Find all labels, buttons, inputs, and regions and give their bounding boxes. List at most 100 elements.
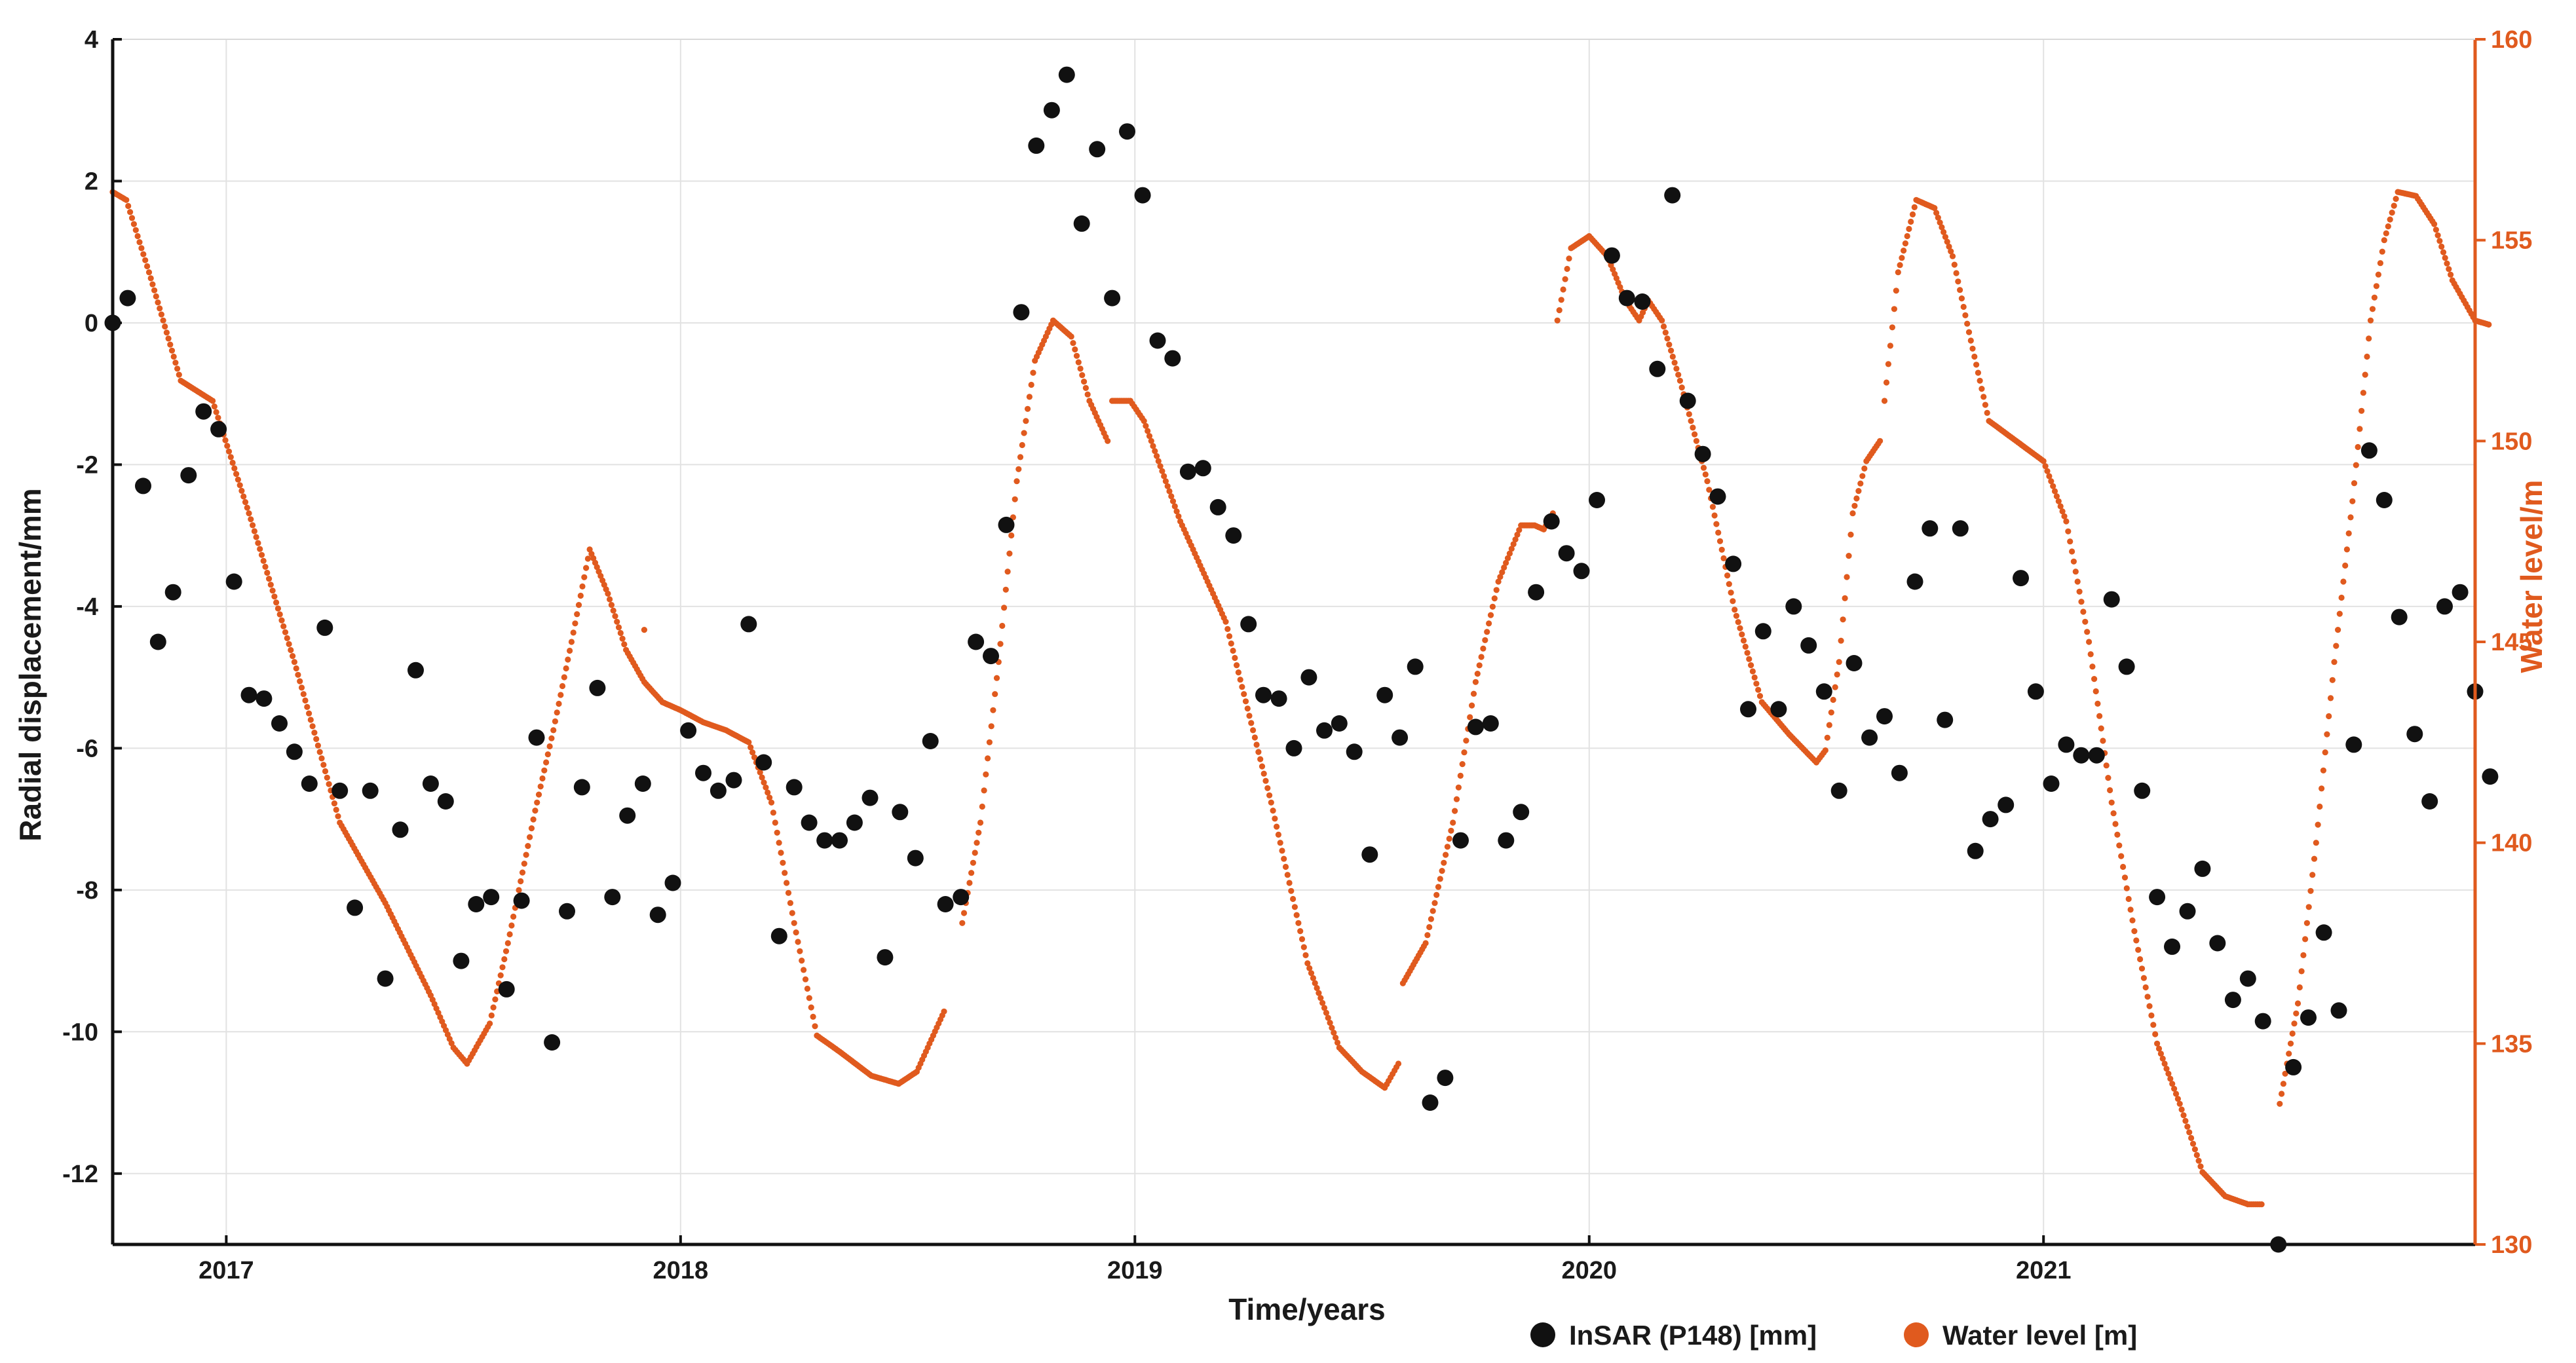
water-level-point bbox=[136, 239, 143, 246]
insar-point bbox=[649, 906, 666, 924]
water-level-point bbox=[1709, 504, 1716, 510]
water-level-point bbox=[300, 691, 307, 698]
insar-point bbox=[1134, 187, 1151, 204]
water-level-point bbox=[1222, 618, 1229, 625]
y-tick-label: 2 bbox=[85, 168, 98, 195]
water-level-point bbox=[1426, 924, 1433, 931]
water-level-point bbox=[316, 749, 323, 755]
water-level-point bbox=[1953, 270, 1960, 276]
water-level-point bbox=[941, 1008, 947, 1015]
water-level-point bbox=[1017, 454, 1024, 460]
water-level-point bbox=[508, 922, 515, 929]
water-level-point bbox=[2121, 874, 2129, 881]
insar-point bbox=[1754, 623, 1771, 640]
water-level-point bbox=[748, 744, 754, 751]
water-level-point bbox=[581, 574, 588, 580]
water-level-point bbox=[1159, 468, 1165, 474]
water-level-point bbox=[1284, 872, 1291, 878]
water-level-point bbox=[2358, 407, 2365, 414]
water-level-point bbox=[170, 353, 177, 360]
water-level-point bbox=[1298, 936, 1306, 943]
water-level-point bbox=[1268, 799, 1274, 806]
water-level-point bbox=[1461, 749, 1468, 756]
insar-point bbox=[1482, 715, 1499, 732]
water-level-point bbox=[2089, 663, 2096, 670]
insar-point bbox=[347, 899, 364, 916]
insar-point bbox=[225, 573, 242, 590]
water-level-point bbox=[2163, 1066, 2170, 1072]
y-tick-label: 0 bbox=[85, 310, 98, 337]
water-level-point bbox=[1506, 550, 1513, 557]
water-level-point bbox=[2094, 700, 2101, 707]
water-level-point bbox=[1141, 418, 1147, 424]
water-level-point bbox=[537, 783, 544, 790]
water-level-point bbox=[311, 730, 318, 736]
insar-point bbox=[710, 782, 727, 799]
water-level-point bbox=[298, 684, 305, 691]
water-level-point bbox=[1668, 347, 1675, 354]
water-level-point bbox=[2333, 643, 2339, 649]
insar-point bbox=[2164, 938, 2180, 955]
water-level-point bbox=[151, 287, 158, 293]
water-level-point bbox=[2434, 232, 2441, 238]
water-level-point bbox=[2051, 488, 2058, 495]
water-level-point bbox=[1836, 659, 1842, 665]
water-level-point bbox=[1082, 384, 1089, 392]
water-level-point bbox=[568, 639, 575, 645]
water-level-point bbox=[2362, 371, 2368, 378]
water-level-point bbox=[2189, 1140, 2197, 1147]
water-level-point bbox=[2057, 503, 2064, 510]
water-level-point bbox=[506, 931, 513, 938]
water-level-point bbox=[1980, 394, 1987, 400]
water-level-point bbox=[2197, 1163, 2204, 1170]
water-level-point bbox=[621, 641, 628, 648]
water-level-point bbox=[584, 555, 592, 562]
water-level-point bbox=[570, 629, 577, 636]
insar-point bbox=[831, 832, 848, 849]
water-level-point bbox=[2174, 1096, 2181, 1102]
water-level-point bbox=[128, 215, 136, 221]
water-level-point bbox=[793, 929, 799, 936]
water-level-point bbox=[2086, 639, 2093, 645]
water-level-point bbox=[1877, 438, 1884, 444]
water-level-point bbox=[238, 487, 245, 495]
x-tick-label: 2017 bbox=[199, 1257, 254, 1284]
water-level-point bbox=[2324, 731, 2330, 738]
water-level-point bbox=[1329, 1024, 1335, 1031]
water-level-point bbox=[1982, 401, 1988, 408]
insar-point bbox=[1149, 332, 1166, 349]
water-level-point bbox=[2307, 887, 2314, 894]
water-level-point bbox=[2300, 952, 2307, 958]
water-level-point bbox=[1944, 238, 1950, 245]
water-level-point bbox=[1467, 714, 1473, 720]
water-level-point bbox=[774, 829, 780, 836]
water-level-point bbox=[1279, 848, 1285, 854]
water-level-point bbox=[1510, 541, 1517, 548]
water-level-point bbox=[1690, 424, 1696, 431]
water-level-point bbox=[761, 779, 767, 786]
insar-point bbox=[1119, 123, 1135, 140]
insar-point bbox=[1058, 66, 1075, 83]
water-level-point bbox=[1314, 984, 1320, 992]
insar-point bbox=[1467, 719, 1484, 736]
water-level-point bbox=[556, 700, 562, 707]
water-level-point bbox=[528, 825, 535, 832]
water-level-point bbox=[2327, 695, 2334, 701]
insar-point bbox=[301, 775, 318, 792]
insar-point bbox=[2330, 1002, 2347, 1019]
insar-point bbox=[149, 633, 166, 650]
water-level-point bbox=[516, 887, 522, 893]
water-level-point bbox=[1977, 377, 1983, 384]
water-level-point bbox=[1312, 980, 1318, 986]
insar-point bbox=[1649, 360, 1666, 377]
water-level-point bbox=[1749, 668, 1756, 675]
water-level-point bbox=[492, 996, 499, 1003]
water-level-point bbox=[1847, 531, 1854, 538]
water-level-point bbox=[2044, 468, 2051, 474]
water-level-point bbox=[567, 647, 573, 654]
insar-point bbox=[2345, 736, 2362, 753]
water-level-point bbox=[746, 739, 752, 745]
water-level-point bbox=[264, 569, 271, 576]
water-level-point bbox=[985, 755, 991, 762]
water-level-point bbox=[795, 939, 801, 945]
